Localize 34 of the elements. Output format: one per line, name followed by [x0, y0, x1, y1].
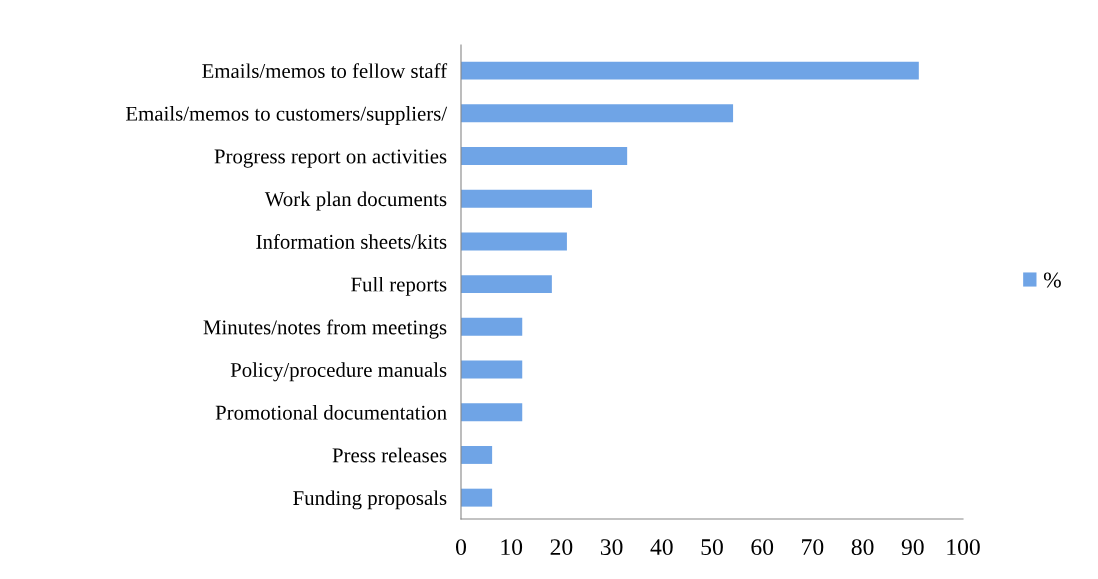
x-tick-label: 80 — [851, 539, 874, 556]
x-tick-label: 30 — [600, 539, 623, 556]
bar — [461, 61, 919, 80]
x-tick-label: 100 — [947, 539, 980, 556]
x-tick-label: 40 — [650, 539, 673, 556]
bar — [461, 488, 493, 507]
y-tick-label: Work plan documents — [264, 191, 447, 211]
bar — [461, 360, 523, 379]
bar — [461, 232, 567, 251]
x-tick-label: 0 — [456, 539, 466, 556]
x-tick-label: 60 — [751, 539, 774, 556]
bar — [461, 189, 593, 208]
y-tick-label: Promotional documentation — [215, 405, 447, 420]
y-tick-label: Full reports — [351, 276, 447, 296]
x-tick-label: 50 — [701, 539, 723, 556]
bar — [461, 104, 734, 123]
y-tick-label: Emails/memos to fellow staff — [202, 63, 448, 79]
bar — [461, 275, 552, 294]
bar — [461, 317, 523, 336]
bar — [461, 445, 493, 464]
x-tick-label: 70 — [802, 539, 824, 556]
bar — [461, 403, 523, 422]
x-tick-label: 20 — [550, 539, 573, 556]
y-tick-label: Funding proposals — [293, 490, 447, 510]
y-tick-label: Policy/procedure manuals — [230, 362, 447, 382]
y-tick-label: Information sheets/kits — [256, 233, 447, 249]
x-tick-label: 90 — [901, 539, 924, 556]
x-tick-label: 10 — [501, 539, 523, 556]
y-tick-label: Minutes/notes from meetings — [203, 319, 447, 339]
bar — [461, 147, 628, 165]
y-tick-label: Emails/memos to customers/suppliers/ — [125, 106, 448, 125]
legend-label: % — [1043, 272, 1061, 288]
y-tick-label: Progress report on activities — [214, 149, 447, 168]
y-tick-label: Press releases — [332, 447, 447, 463]
